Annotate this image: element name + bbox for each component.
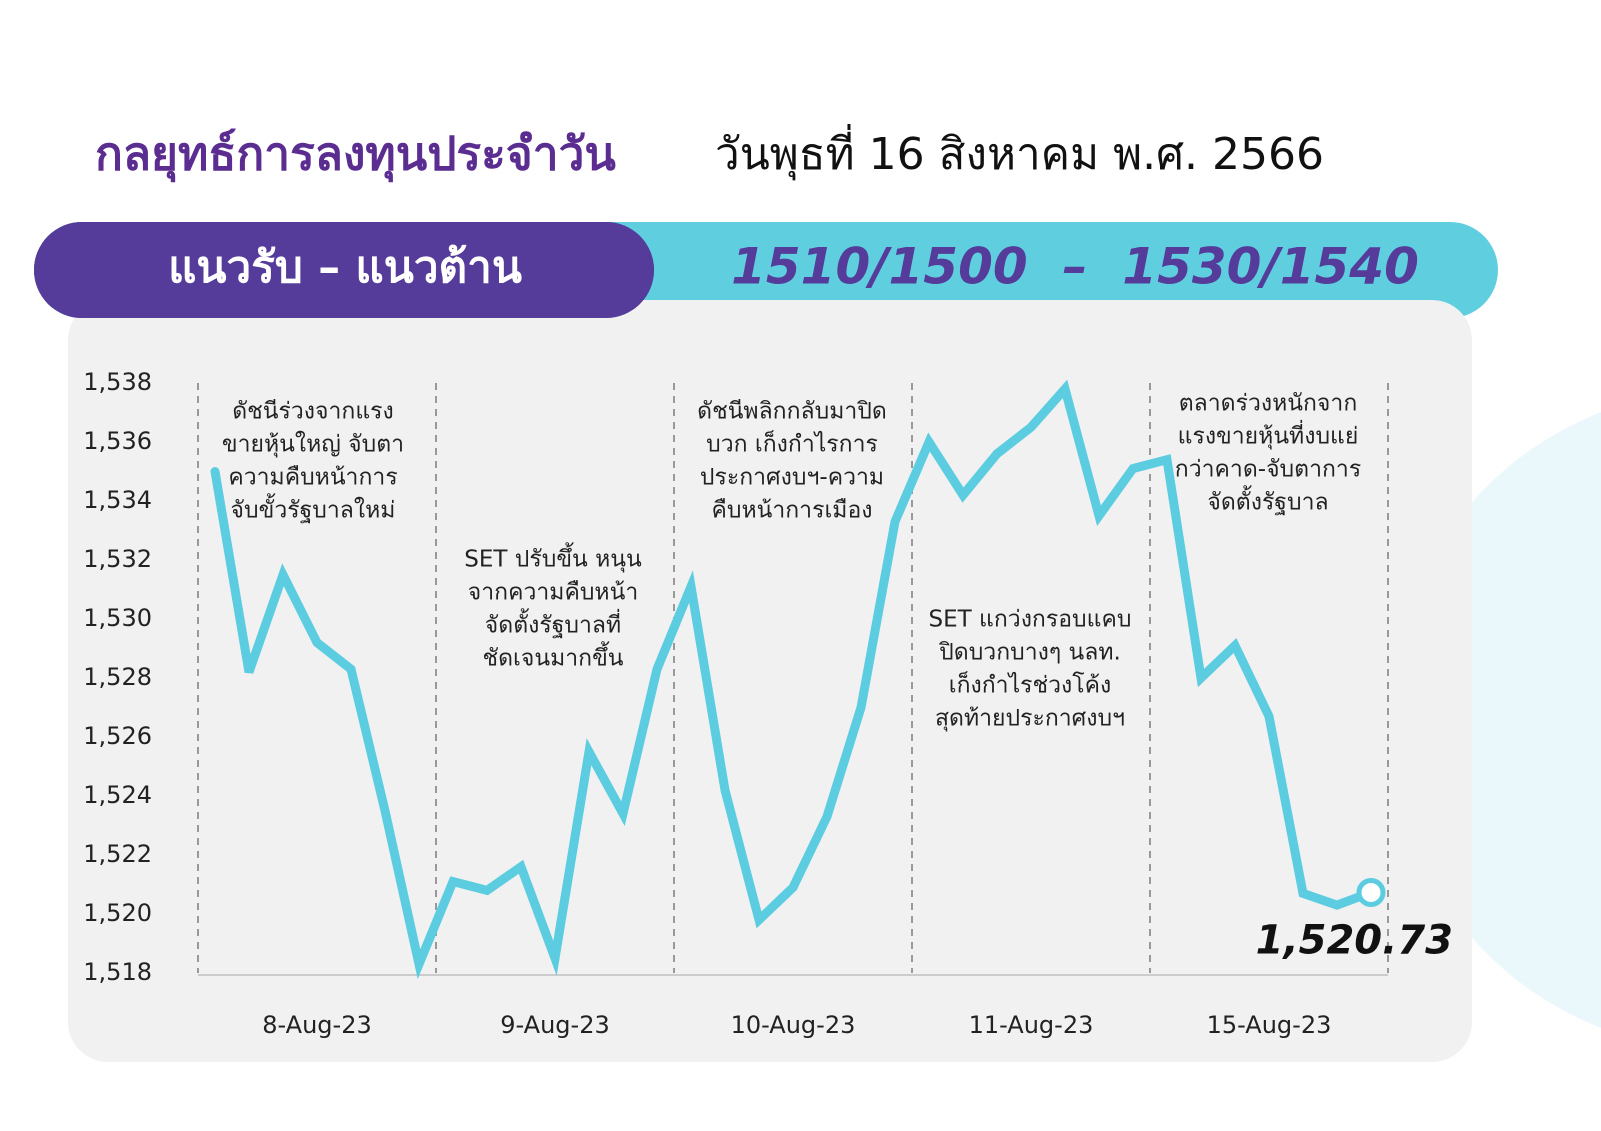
y-tick-label: 1,524 — [83, 781, 152, 809]
y-tick-label: 1,534 — [83, 486, 152, 514]
y-tick-label: 1,532 — [83, 545, 152, 573]
annotation: แรงขายหุ้นที่งบแย่ — [1178, 420, 1359, 450]
annotation: กว่าคาด-จับตาการ — [1175, 457, 1361, 483]
date: วันพุธที่ 16 สิงหาคม พ.ศ. 2566 — [715, 123, 1324, 181]
y-tick-label: 1,530 — [83, 604, 152, 632]
annotation: SET ปรับขึ้น หนุน — [464, 543, 642, 573]
y-tick-label: 1,520 — [83, 899, 152, 927]
banner-label: แนวรับ – แนวต้าน — [168, 242, 522, 293]
annotation: ประกาศงบฯ-ความ — [700, 465, 884, 491]
x-tick-label: 15-Aug-23 — [1207, 1011, 1332, 1039]
annotation: ขายหุ้นใหญ่ จับตา — [222, 431, 404, 458]
banner-left-over — [34, 222, 654, 318]
x-tick-label: 10-Aug-23 — [731, 1011, 856, 1039]
x-tick-label: 9-Aug-23 — [500, 1011, 609, 1039]
annotation: ความคืบหน้าการ — [228, 465, 397, 491]
title: กลยุทธ์การลงทุนประจำวัน — [95, 127, 616, 183]
annotation: ตลาดร่วงหนักจาก — [1179, 391, 1358, 417]
annotation: จับขั้วรัฐบาลใหม่ — [231, 494, 396, 524]
annotation: คืบหน้าการเมือง — [711, 498, 872, 524]
y-tick-label: 1,538 — [83, 368, 152, 396]
banner-range: 1510/1500 – 1530/1540 — [731, 238, 1419, 296]
annotation: จัดตั้งรัฐบาลที่ — [485, 609, 621, 639]
annotation: ดัชนีพลิกกลับมาปิด — [697, 399, 887, 425]
annotation: SET แกว่งกรอบแคบ — [929, 607, 1132, 633]
annotation: จากความคืบหน้า — [468, 580, 638, 606]
y-tick-label: 1,528 — [83, 663, 152, 691]
annotation: ชัดเจนมากขึ้น — [482, 642, 623, 672]
x-tick-label: 11-Aug-23 — [969, 1011, 1094, 1039]
annotation: เก็งกำไรช่วงโค้ง — [949, 670, 1112, 699]
y-tick-label: 1,518 — [83, 958, 152, 986]
annotation: บวก เก็งกำไรการ — [706, 429, 878, 458]
y-tick-label: 1,522 — [83, 840, 152, 868]
y-tick-label: 1,526 — [83, 722, 152, 750]
annotation: ดัชนีร่วงจากแรง — [232, 399, 394, 425]
annotation: สุดท้ายประกาศงบฯ — [935, 706, 1125, 732]
y-tick-label: 1,536 — [83, 427, 152, 455]
annotation: จัดตั้งรัฐบาล — [1207, 486, 1328, 516]
end-marker — [1356, 877, 1386, 907]
line — [210, 379, 1376, 980]
x-tick-label: 8-Aug-23 — [262, 1011, 371, 1039]
value-label: 1,520.73 — [1256, 917, 1453, 963]
annotation: ปิดบวกบางๆ นลท. — [939, 640, 1121, 666]
